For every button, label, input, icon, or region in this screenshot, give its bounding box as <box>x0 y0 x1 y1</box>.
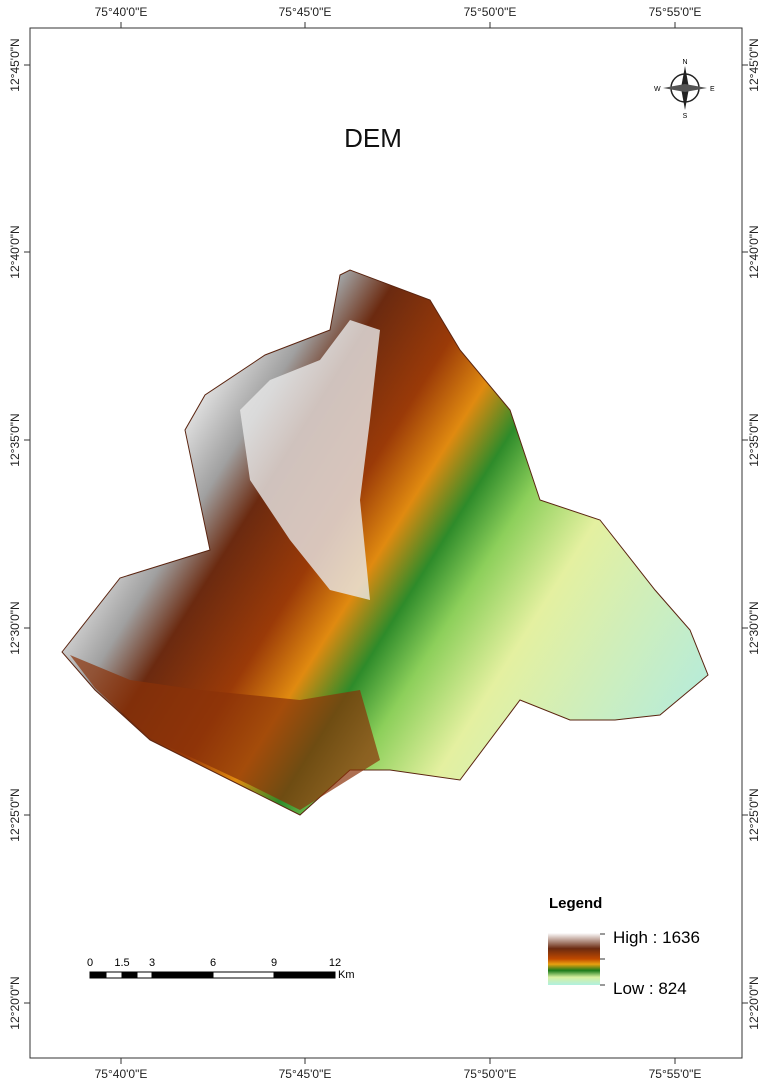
scale-label: 12 <box>329 957 341 969</box>
longitude-label: 75°50'0"E <box>464 5 517 19</box>
map-title: DEM <box>344 123 402 153</box>
longitude-label: 75°40'0"E <box>95 1067 148 1081</box>
scale-segment <box>213 972 274 978</box>
scale-label: 1.5 <box>114 957 129 969</box>
legend-title: Legend <box>549 895 602 912</box>
latitude-label: 12°45'0"N <box>747 38 761 91</box>
longitude-label: 75°45'0"E <box>279 1067 332 1081</box>
compass-e: E <box>710 86 715 93</box>
legend-high: High : 1636 <box>613 928 700 947</box>
legend-ramp <box>548 933 600 985</box>
latitude-label: 12°35'0"N <box>8 413 22 466</box>
longitude-label: 75°40'0"E <box>95 5 148 19</box>
latitude-label: 12°45'0"N <box>8 38 22 91</box>
longitude-label: 75°55'0"E <box>649 1067 702 1081</box>
scale-segment <box>106 972 122 978</box>
scale-label: 3 <box>149 957 155 969</box>
latitude-label: 12°35'0"N <box>747 413 761 466</box>
compass-w: W <box>654 86 661 93</box>
scale-segment <box>274 972 335 978</box>
longitude-label: 75°55'0"E <box>649 5 702 19</box>
scale-segment <box>137 972 152 978</box>
compass-s: S <box>683 113 688 120</box>
scale-unit: Km <box>338 969 355 981</box>
scale-label: 9 <box>271 957 277 969</box>
map-figure: DEM N S E W Legend High : 1636 Low : 824… <box>0 0 764 1085</box>
legend-low: Low : 824 <box>613 979 687 998</box>
scale-segment <box>152 972 213 978</box>
scale-segment <box>90 972 106 978</box>
scale-label: 0 <box>87 957 93 969</box>
latitude-label: 12°40'0"N <box>8 225 22 278</box>
compass-n: N <box>682 59 687 66</box>
scale-label: 6 <box>210 957 216 969</box>
latitude-label: 12°30'0"N <box>8 601 22 654</box>
latitude-label: 12°30'0"N <box>747 601 761 654</box>
latitude-label: 12°20'0"N <box>747 976 761 1029</box>
scale-segment <box>122 972 137 978</box>
latitude-label: 12°20'0"N <box>8 976 22 1029</box>
latitude-label: 12°25'0"N <box>747 788 761 841</box>
longitude-label: 75°45'0"E <box>279 5 332 19</box>
longitude-label: 75°50'0"E <box>464 1067 517 1081</box>
latitude-label: 12°25'0"N <box>8 788 22 841</box>
latitude-label: 12°40'0"N <box>747 225 761 278</box>
